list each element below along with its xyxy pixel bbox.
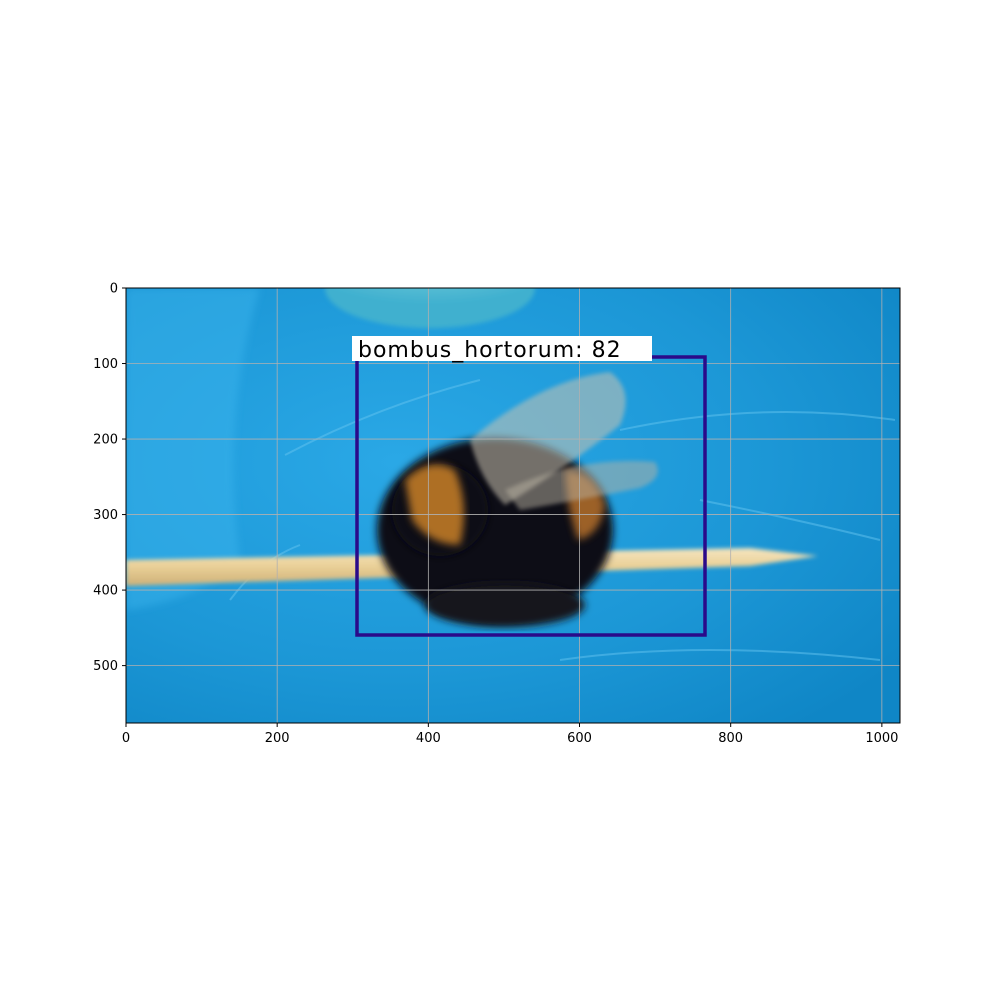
axes-frame bbox=[125, 287, 901, 724]
bee-yellow-band-front bbox=[405, 464, 464, 545]
x-axis: 0 200 400 600 800 1000 bbox=[122, 723, 898, 746]
y-tick-label: 400 bbox=[93, 584, 118, 599]
x-tick-label: 1000 bbox=[865, 731, 898, 746]
left-highlight bbox=[126, 288, 260, 610]
x-tick-label: 800 bbox=[718, 731, 743, 746]
detection-label: bombus_hortorum: 82 bbox=[358, 338, 622, 363]
detection-label-background bbox=[352, 336, 652, 361]
bee-legs bbox=[425, 583, 585, 627]
bee-wing-lower bbox=[505, 460, 658, 510]
photo bbox=[126, 288, 900, 723]
x-tick-label: 400 bbox=[416, 731, 441, 746]
bottle-shape bbox=[325, 288, 535, 328]
y-tick-label: 200 bbox=[93, 433, 118, 448]
x-tick-label: 0 bbox=[122, 731, 130, 746]
x-tick-label: 600 bbox=[567, 731, 592, 746]
bumblebee bbox=[377, 372, 658, 627]
x-tick-label: 200 bbox=[265, 731, 290, 746]
y-axis: 0 100 200 300 400 500 bbox=[93, 282, 126, 674]
y-tick-label: 300 bbox=[93, 508, 118, 523]
bee-wing-upper bbox=[470, 372, 626, 505]
y-tick-label: 500 bbox=[93, 659, 118, 674]
y-tick-label: 100 bbox=[93, 357, 118, 372]
y-tick-label: 0 bbox=[110, 282, 118, 297]
